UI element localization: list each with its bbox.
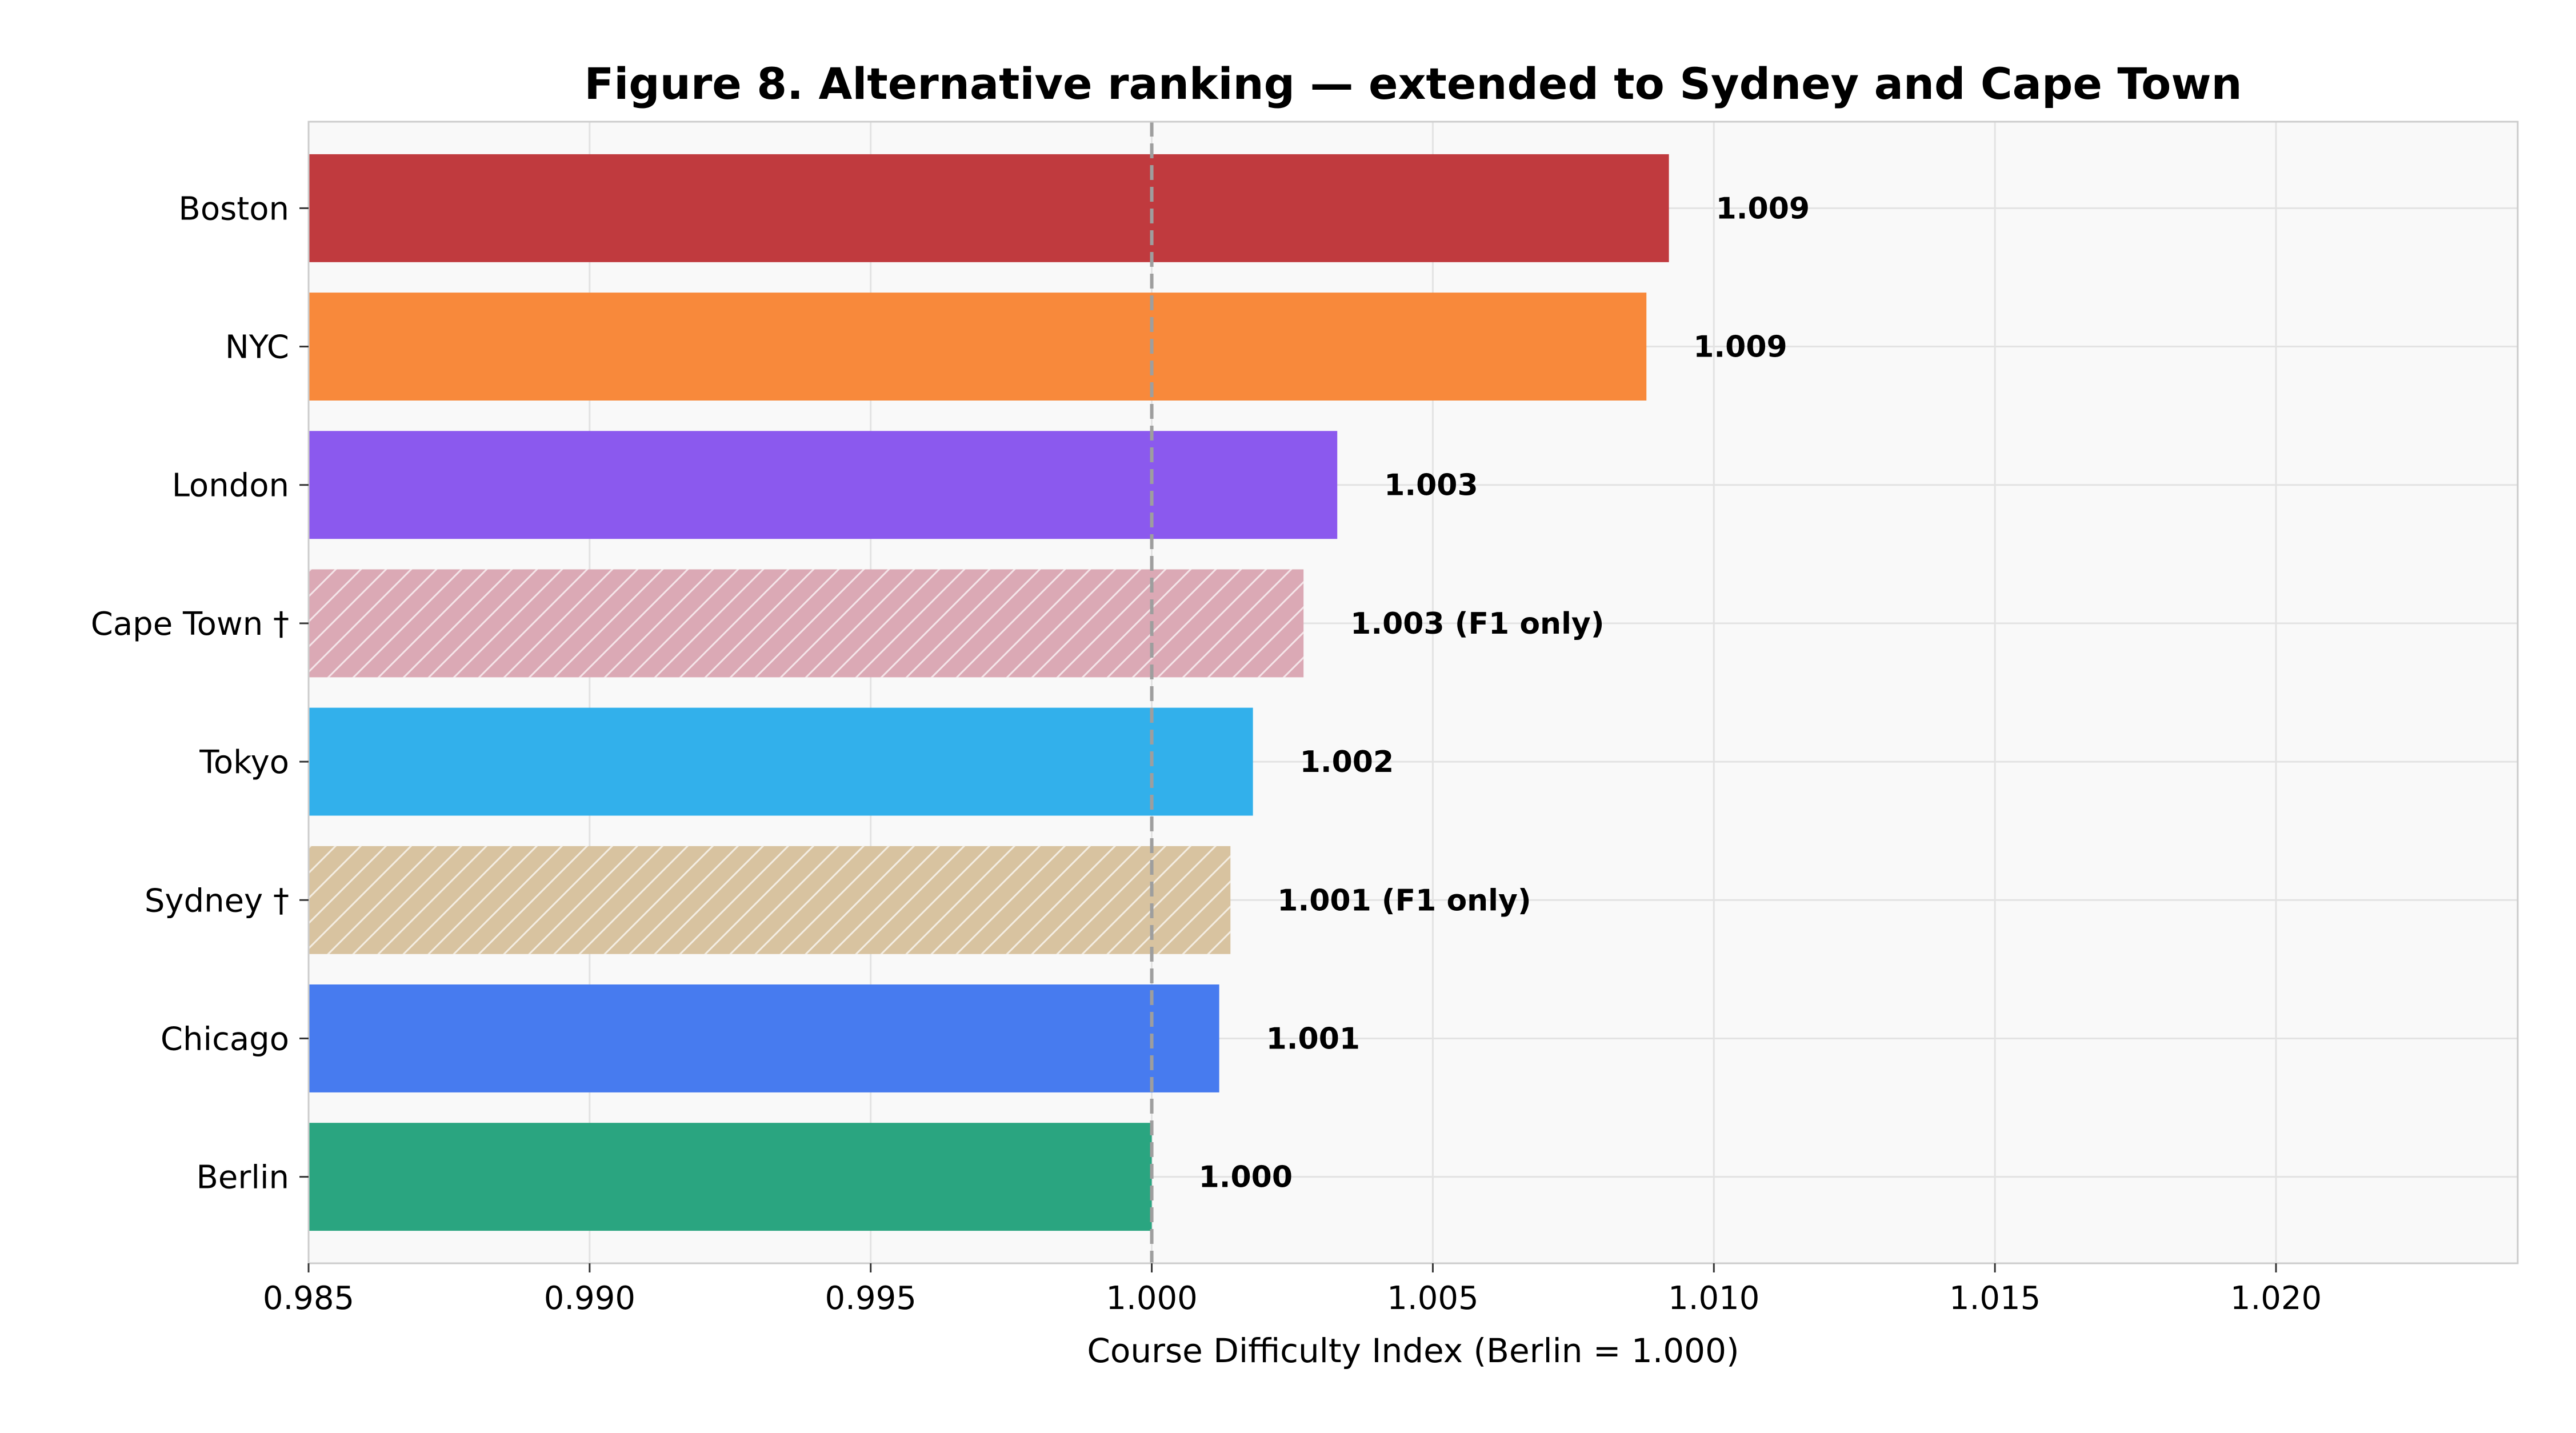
data-label: 1.000 <box>1199 1160 1293 1195</box>
bar <box>309 293 1647 401</box>
data-label: 1.001 <box>1266 1022 1360 1056</box>
data-label: 1.009 <box>1693 330 1787 365</box>
x-axis-label: Course Difficulty Index (Berlin = 1.000) <box>1087 1331 1739 1370</box>
y-tick-label: Cape Town † <box>91 606 289 643</box>
y-tick-label: NYC <box>225 329 289 366</box>
plot-frame <box>307 121 2519 1264</box>
data-labels: 1.009 1.009 1.003 1.003 (F1 only) 1.002 1.001… <box>1199 191 1810 1194</box>
y-tick-label: Berlin <box>196 1159 289 1196</box>
x-tick-label: 1.010 <box>1668 1280 1759 1317</box>
data-label: 1.003 (F1 only) <box>1350 607 1604 641</box>
chart-title: Figure 8. Alternative ranking — extended… <box>584 58 2242 109</box>
axes: 0.985 0.990 0.995 1.000 1.005 1.010 1.015 1.020… <box>91 190 2322 1317</box>
y-tick-label: Chicago <box>161 1020 289 1058</box>
y-tick-label: Boston <box>178 190 289 227</box>
bar <box>309 707 1253 816</box>
bar <box>309 431 1338 539</box>
bar-hatch <box>309 569 1304 678</box>
y-tick-label: London <box>172 467 289 505</box>
x-tick-label: 0.990 <box>544 1280 635 1317</box>
x-tick-label: 1.000 <box>1106 1280 1197 1317</box>
y-tick-label: Sydney † <box>145 882 289 919</box>
x-tick-label: 1.020 <box>2230 1280 2322 1317</box>
bar <box>309 984 1219 1092</box>
data-label: 1.001 (F1 only) <box>1277 883 1531 918</box>
bars <box>309 154 1669 1231</box>
data-label: 1.002 <box>1300 745 1394 779</box>
y-tick-label: Tokyo <box>199 744 289 781</box>
bar-hatch <box>309 846 1231 954</box>
bar <box>309 154 1669 262</box>
x-tick-label: 0.985 <box>263 1280 354 1317</box>
x-tick-label: 1.005 <box>1387 1280 1478 1317</box>
data-label: 1.003 <box>1384 469 1478 503</box>
bar <box>309 1123 1152 1231</box>
x-tick-label: 0.995 <box>825 1280 917 1317</box>
x-tick-label: 1.015 <box>1949 1280 2041 1317</box>
data-label: 1.009 <box>1716 191 1810 226</box>
